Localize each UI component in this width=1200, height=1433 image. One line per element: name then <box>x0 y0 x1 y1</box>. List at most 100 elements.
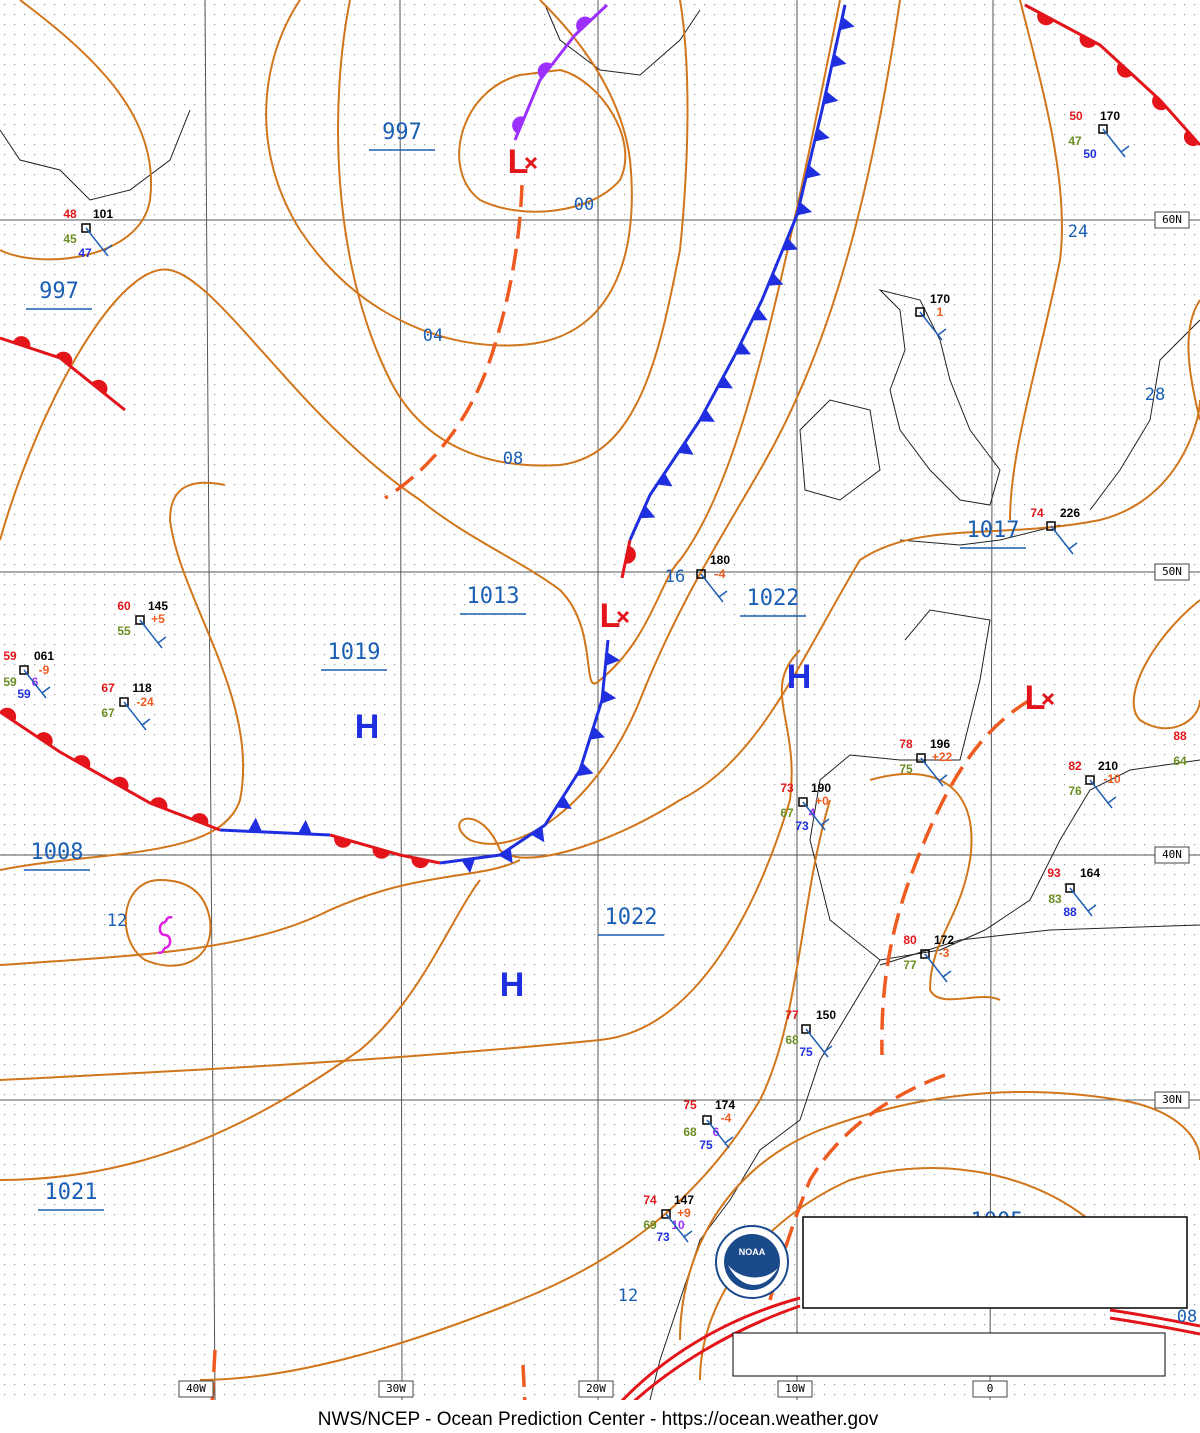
grid-label: 0 <box>987 1382 994 1395</box>
cold-front-pip <box>656 472 673 487</box>
station-value: 73 <box>795 819 809 833</box>
pressure-label: 1019 <box>328 640 381 665</box>
warm-front-pip <box>0 707 17 722</box>
pressure-label: 1013 <box>467 584 520 609</box>
isobar-label: 00 <box>574 195 594 215</box>
grid-label-box <box>578 1380 614 1398</box>
wind-barb <box>85 227 113 257</box>
grid-label: 50N <box>1162 565 1182 578</box>
warm-front-pip <box>191 813 209 826</box>
station <box>119 697 129 707</box>
station-value: 75 <box>899 762 913 776</box>
cold-front-pip <box>556 795 572 810</box>
station-value: 47 <box>78 246 92 260</box>
station-value: 172 <box>934 933 954 947</box>
isobar-label: 24 <box>1068 222 1088 242</box>
warm-front-pip <box>12 336 31 348</box>
station-value: -3 <box>939 946 950 960</box>
station-value: 64 <box>1173 754 1187 768</box>
center-cross <box>1041 692 1055 706</box>
station-value: 145 <box>148 599 168 613</box>
warm-front-pip <box>91 379 108 395</box>
wind-barb <box>139 619 167 649</box>
station-value: 55 <box>117 624 131 638</box>
cold-front-pip <box>805 164 821 179</box>
station-value: 80 <box>903 933 917 947</box>
grid-label: 30N <box>1162 1093 1182 1106</box>
cold-front-pip <box>298 819 313 835</box>
station-value: 75 <box>683 1098 697 1112</box>
pressure-label: 1017 <box>967 518 1020 543</box>
station-value: 60 <box>117 599 131 613</box>
station <box>920 949 930 959</box>
grid-label-box <box>1154 846 1190 864</box>
cold-front-pip <box>601 689 617 704</box>
warm-front-pip <box>372 847 391 859</box>
cold-front-pip <box>831 53 847 68</box>
wind-barb <box>924 953 952 983</box>
isobar-label: 16 <box>665 567 685 587</box>
warm-front-pip <box>576 16 592 32</box>
warm-front-pip <box>56 351 73 367</box>
cold-front-pip <box>530 826 545 843</box>
grid-label-box <box>972 1380 1008 1398</box>
station-value: 67 <box>101 706 115 720</box>
station-value: 68 <box>785 1033 799 1047</box>
station-value: -24 <box>136 695 154 709</box>
wind-barb <box>919 311 947 341</box>
station-value: 170 <box>1100 109 1120 123</box>
pressure-label: 997 <box>382 120 422 145</box>
station-value: -4 <box>715 567 726 581</box>
station-value: 83 <box>1048 892 1062 906</box>
station-value: 67 <box>101 681 115 695</box>
isobar-label: 28 <box>1145 385 1165 405</box>
station <box>135 615 145 625</box>
station-value: 196 <box>930 737 950 751</box>
grid-label: 60N <box>1162 213 1182 226</box>
noaa-logo: NOAA <box>715 1225 789 1299</box>
cold-front-pip <box>839 16 855 31</box>
wind-barb <box>23 669 51 699</box>
grid-label: 30W <box>386 1382 406 1395</box>
wind-barb <box>665 1213 693 1243</box>
cold-front-pip <box>823 90 839 105</box>
cold-front-pip <box>499 847 513 864</box>
wind-barb <box>1102 128 1130 158</box>
station-value: 1 <box>937 305 944 319</box>
station-value: 150 <box>816 1008 836 1022</box>
front-line <box>329 833 441 865</box>
warm-front-pip <box>111 776 129 791</box>
warm-front-pip <box>411 857 430 869</box>
grid-label-box <box>178 1380 214 1398</box>
pressure-center: H <box>787 658 812 696</box>
wind-barb <box>1089 779 1117 809</box>
warning-tracks <box>616 1296 1200 1407</box>
pressure-label: 997 <box>39 279 79 304</box>
station-value: 50 <box>1083 147 1097 161</box>
pressure-label: 1021 <box>45 1180 98 1205</box>
wind-barb <box>123 701 151 731</box>
station <box>1098 124 1108 134</box>
wind-barb <box>1069 887 1097 917</box>
station <box>916 753 926 763</box>
dot-grid <box>0 0 1200 1400</box>
station <box>1065 883 1075 893</box>
cold-front-pip <box>767 272 784 286</box>
station-value: 45 <box>63 232 77 246</box>
station-value: 77 <box>903 958 917 972</box>
cold-front-pip <box>699 409 715 422</box>
station-value: 67 <box>780 806 794 820</box>
cold-front-pip <box>461 858 476 874</box>
pressure-center: H <box>355 708 380 746</box>
station-value: 93 <box>1047 866 1061 880</box>
station-value: 88 <box>1173 729 1187 743</box>
wind-barb <box>700 573 728 603</box>
station-value: 78 <box>899 737 913 751</box>
warm-front-pip <box>1116 62 1133 78</box>
warm-front-pip <box>512 116 525 134</box>
station-value: 190 <box>811 781 831 795</box>
station <box>702 1115 712 1125</box>
station-value: -10 <box>1103 772 1121 786</box>
